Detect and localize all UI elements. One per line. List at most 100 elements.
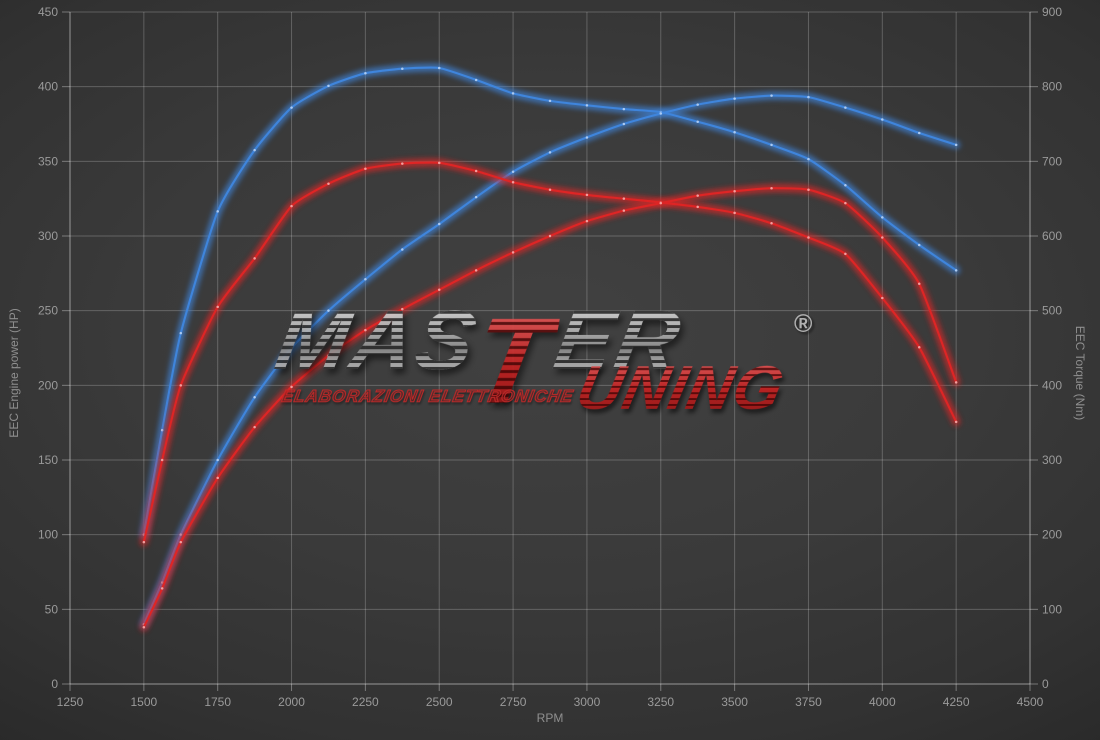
data-point-dot: [733, 97, 736, 100]
data-point-dot: [290, 385, 293, 389]
curve-original-torque: [139, 158, 961, 547]
data-point-dot: [770, 143, 773, 147]
axes: [62, 11, 1038, 691]
data-point-dot: [622, 107, 626, 111]
data-point-dot: [216, 458, 219, 462]
curve-core-tuned-torque: [142, 66, 958, 536]
data-point-dot: [585, 104, 589, 107]
data-point-dot: [216, 476, 219, 480]
data-point-dot: [844, 201, 847, 205]
data-point-dot: [844, 252, 847, 256]
y-left-tick-label: 250: [38, 304, 58, 318]
x-axis-tick-label: 3750: [795, 695, 822, 709]
y-right-tick-label: 200: [1042, 528, 1062, 542]
data-point-dot: [881, 236, 884, 239]
data-point-dot: [696, 194, 699, 197]
data-point-dot: [511, 251, 515, 254]
x-axis-tick-label: 2500: [426, 695, 453, 709]
data-point-dot: [327, 354, 330, 357]
x-axis-tick-label: 2000: [278, 695, 305, 709]
curve-glow-original-power: [139, 183, 961, 632]
data-point-dot: [437, 288, 441, 292]
data-point-dot: [733, 211, 736, 215]
x-axis-tick-label: 3000: [574, 695, 601, 709]
data-point-dot: [954, 420, 958, 424]
data-point-dot: [659, 201, 663, 205]
data-point-dot: [327, 84, 330, 88]
data-point-dot: [401, 162, 404, 165]
data-point-dot: [881, 296, 884, 300]
y-left-tick-label: 400: [38, 80, 58, 94]
data-point-dot: [548, 99, 552, 103]
data-point-dot: [364, 71, 367, 75]
data-point-dot: [401, 67, 404, 70]
data-point-dot: [954, 143, 958, 147]
x-axis-tick-label: 1250: [57, 695, 84, 709]
data-point-dot: [622, 209, 626, 212]
y-right-tick-label: 300: [1042, 453, 1062, 467]
data-point-dot: [437, 161, 441, 165]
data-point-dot: [160, 428, 164, 432]
data-point-dot: [253, 257, 256, 260]
data-point-dot: [474, 195, 478, 199]
data-point-dot: [917, 243, 921, 247]
y-right-tick-label: 500: [1042, 304, 1062, 318]
data-point-dot: [327, 182, 330, 185]
y-right-tick-label: 900: [1042, 5, 1062, 19]
data-point-dot: [770, 94, 773, 97]
data-point-dot: [401, 307, 404, 311]
data-point-dot: [807, 236, 810, 239]
data-point-dot: [179, 384, 183, 387]
data-point-dot: [437, 66, 441, 70]
y-right-tick-label: 100: [1042, 602, 1062, 616]
data-point-dot: [954, 269, 958, 272]
data-point-dot: [253, 148, 256, 152]
x-axis-tick-label: 3500: [721, 695, 748, 709]
data-point-dot: [364, 328, 367, 332]
y-left-tick-label: 50: [45, 602, 59, 616]
data-point-dot: [917, 131, 921, 135]
y-left-tick-label: 100: [38, 528, 58, 542]
curve-tuned-power: [139, 91, 961, 629]
data-point-dot: [696, 205, 699, 209]
data-point-dot: [142, 540, 146, 544]
data-point-dot: [474, 78, 478, 82]
data-point-dot: [659, 112, 663, 115]
y-left-tick-label: 200: [38, 378, 58, 392]
data-point-dot: [807, 188, 810, 191]
curve-halo-original-torque: [141, 160, 959, 545]
data-point-dot: [585, 193, 589, 197]
data-point-dot: [511, 170, 515, 174]
data-point-dot: [474, 169, 478, 173]
y-left-tick-label: 300: [38, 229, 58, 243]
y-left-tick-label: 450: [38, 5, 58, 19]
data-point-dot: [401, 248, 404, 251]
x-axis-tick-label: 4250: [943, 695, 970, 709]
data-point-dot: [216, 305, 219, 309]
data-point-dot: [548, 151, 552, 154]
data-point-dot: [253, 396, 256, 399]
data-point-dot: [437, 222, 441, 226]
y-right-tick-label: 0: [1042, 677, 1049, 691]
data-point-dot: [179, 331, 183, 335]
grid-lines: [69, 11, 1031, 685]
data-point-dot: [696, 120, 699, 124]
data-point-dot: [548, 188, 552, 191]
data-point-dot: [364, 167, 367, 171]
data-point-dot: [327, 309, 330, 312]
data-point-dot: [290, 204, 293, 208]
y-left-tick-label: 0: [51, 677, 58, 691]
x-axis-tick-label: 4500: [1017, 695, 1044, 709]
data-point-dot: [622, 197, 626, 200]
data-point-dot: [881, 216, 884, 219]
x-axis-tick-label: 2250: [352, 695, 379, 709]
y-right-tick-label: 400: [1042, 378, 1062, 392]
data-point-dot: [511, 180, 515, 184]
x-axis-tick-label: 1750: [204, 695, 231, 709]
data-point-dot: [142, 626, 146, 629]
data-point-dot: [733, 130, 736, 134]
curve-halo-original-power: [141, 185, 959, 630]
y-right-tick-label: 700: [1042, 154, 1062, 168]
data-point-dot: [807, 95, 810, 99]
